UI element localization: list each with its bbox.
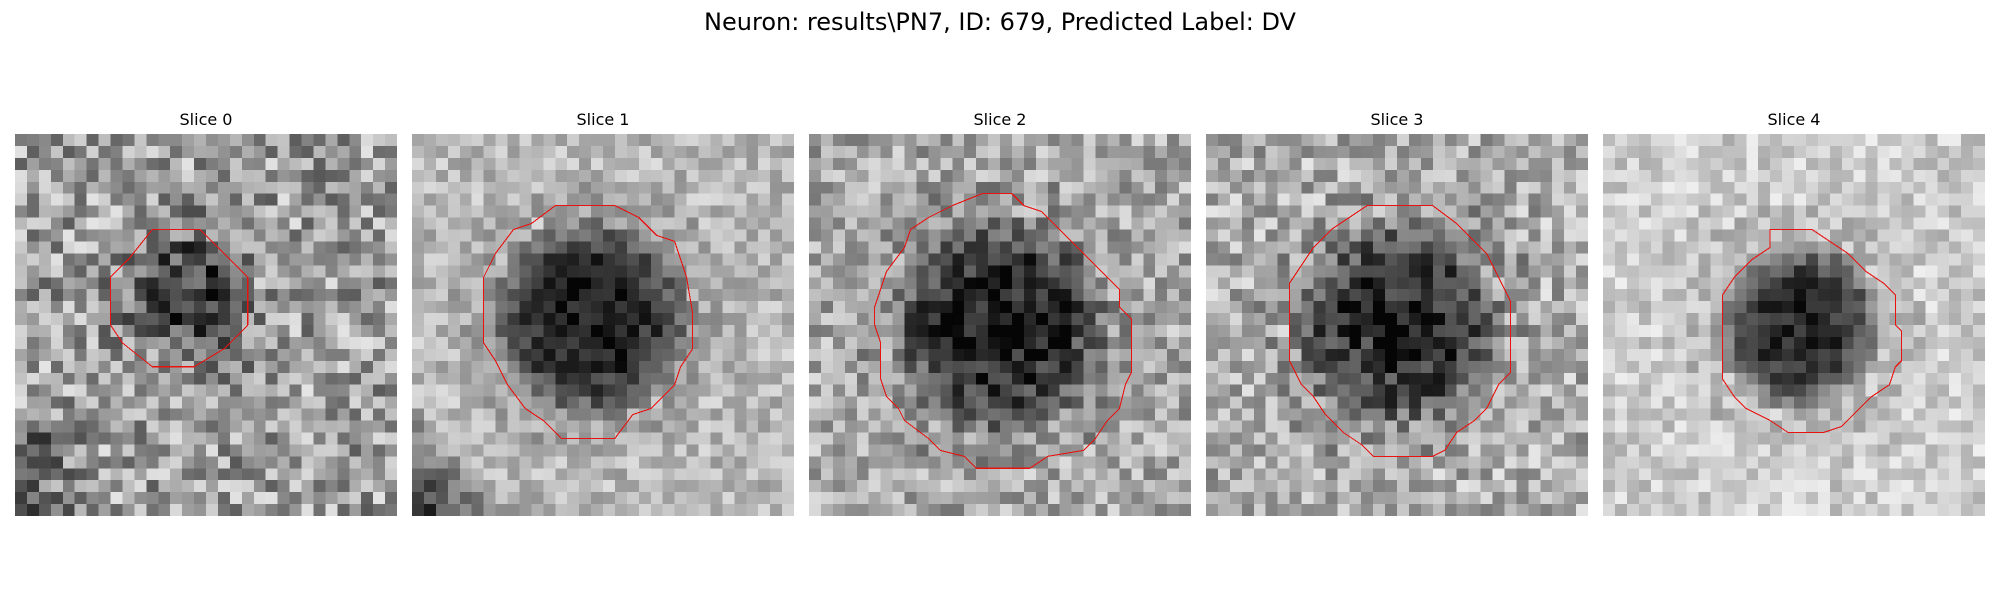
neuron-contour-4: [1721, 228, 1902, 433]
slice-image-1: [412, 134, 794, 516]
neuron-contour-0: [109, 228, 249, 368]
slice-title-2: Slice 2: [973, 110, 1027, 129]
slice-title-0: Slice 0: [179, 110, 233, 129]
figure-title: Neuron: results\PN7, ID: 679, Predicted …: [704, 8, 1296, 36]
slice-image-4: [1603, 134, 1985, 516]
slice-image-0: [15, 134, 397, 516]
neuron-contour-2: [874, 193, 1132, 469]
slice-image-3: [1206, 134, 1588, 516]
slice-title-4: Slice 4: [1767, 110, 1821, 129]
neuron-contour-3: [1289, 205, 1511, 457]
slice-title-3: Slice 3: [1370, 110, 1424, 129]
slice-title-1: Slice 1: [576, 110, 630, 129]
slice-image-2: [809, 134, 1191, 516]
neuron-contour-1: [483, 205, 694, 439]
